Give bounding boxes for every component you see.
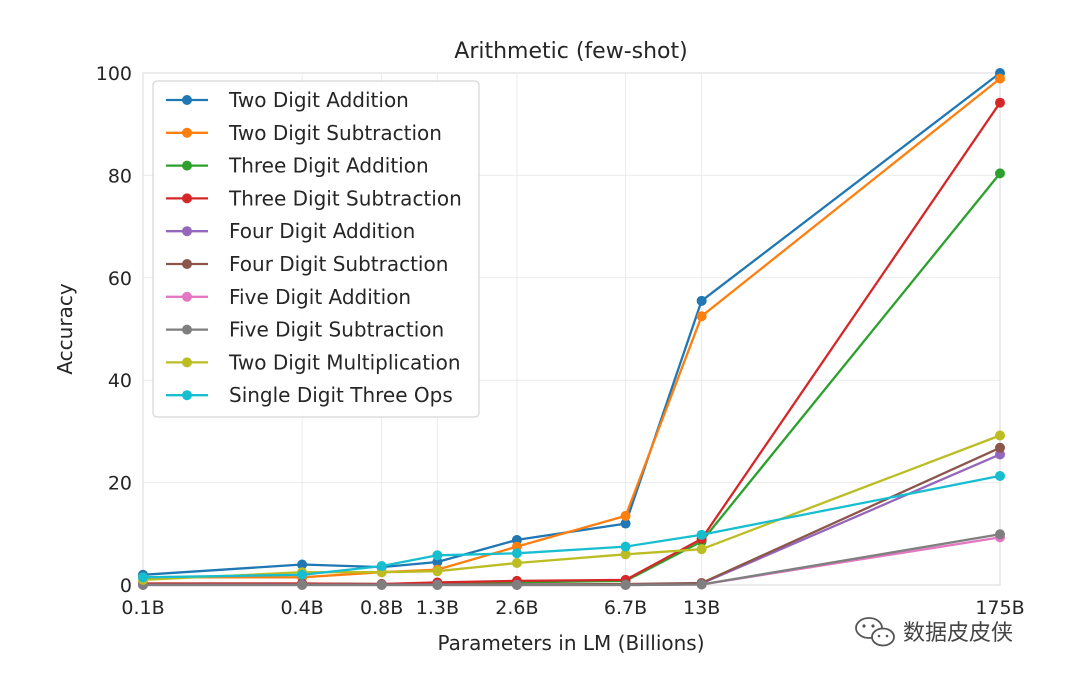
x-tick-label: 0.1B	[121, 597, 164, 619]
legend-label: Four Digit Addition	[229, 219, 415, 243]
series-line	[143, 533, 1001, 587]
x-tick-label: 6.7B	[604, 597, 647, 619]
legend-label: Five Digit Addition	[229, 285, 411, 309]
data-point	[696, 311, 707, 322]
legend-marker	[182, 390, 192, 401]
legend-marker	[182, 193, 192, 204]
legend-label: Two Digit Subtraction	[228, 121, 442, 145]
data-point	[432, 580, 443, 590]
legend-label: Three Digit Subtraction	[228, 186, 462, 210]
legend-label: Four Digit Subtraction	[229, 252, 448, 276]
data-point	[620, 518, 631, 529]
series-line	[142, 72, 1001, 576]
legend: Two Digit Addition Two Digit Subtraction T…	[152, 80, 480, 418]
data-point	[511, 557, 522, 568]
series-four-digit-addition	[138, 449, 1005, 590]
y-tick-label: 40	[108, 370, 132, 392]
legend-marker	[182, 95, 192, 105]
y-axis-title: Accuracy	[53, 283, 77, 374]
ticks: 0 20 40 60 80 100 0.1B 0.4B 0.8B 1.3B 2.6B 6.7B 13B 1…	[96, 63, 1025, 619]
wechat-bubble-icon	[855, 617, 895, 647]
data-point	[297, 559, 308, 570]
data-point	[696, 544, 707, 555]
legend-marker	[182, 324, 192, 335]
legend-marker	[182, 259, 192, 269]
data-point	[995, 97, 1005, 108]
legend-box	[152, 80, 480, 418]
series-layer	[138, 68, 1005, 590]
legend-entry-four-digit-subtraction: Four Digit Subtraction	[166, 252, 448, 276]
legend-marker	[182, 127, 192, 138]
data-point	[620, 510, 631, 521]
legend-entry-three-digit-subtraction: Three Digit Subtraction	[166, 186, 462, 210]
x-tick-label: 0.4B	[280, 597, 323, 619]
y-tick-label: 20	[108, 473, 132, 495]
data-point	[696, 529, 707, 540]
y-tick-label: 80	[108, 165, 132, 187]
data-point	[620, 541, 631, 552]
series-line	[143, 77, 1001, 579]
data-point	[696, 295, 707, 306]
data-point	[432, 566, 443, 577]
legend-label: Three Digit Addition	[228, 154, 429, 178]
legend-marker	[182, 357, 192, 368]
x-tick-label: 175B	[975, 597, 1024, 619]
data-point	[620, 549, 631, 560]
legend-entry-two-digit-subtraction: Two Digit Subtraction	[166, 121, 442, 145]
y-tick-label: 0	[120, 575, 132, 597]
data-point	[995, 73, 1005, 84]
chart-title: Arithmetic (few-shot)	[454, 39, 687, 64]
series-five-digit-subtraction	[138, 529, 1005, 590]
legend-entry-four-digit-addition: Four Digit Addition	[166, 219, 415, 243]
legend-items: Two Digit Addition Two Digit Subtraction T…	[166, 88, 462, 407]
x-tick-label: 1.3B	[416, 597, 459, 619]
y-tick-label: 100	[96, 63, 132, 85]
series-line	[143, 446, 1001, 586]
legend-entry-five-digit-addition: Five Digit Addition	[166, 285, 411, 309]
legend-entry-five-digit-subtraction: Five Digit Subtraction	[166, 318, 444, 342]
data-point	[511, 580, 522, 590]
series-line	[143, 453, 1001, 586]
x-tick-label: 2.6B	[495, 597, 538, 619]
legend-label: Single Digit Three Ops	[229, 383, 453, 407]
legend-entry-three-digit-addition: Three Digit Addition	[166, 154, 429, 178]
watermark: 数据皮皮侠	[855, 617, 1013, 647]
data-point	[297, 580, 308, 590]
data-point	[138, 572, 148, 583]
data-point	[511, 548, 522, 559]
x-tick-label: 13B	[683, 597, 720, 619]
legend-label: Two Digit Multiplication	[228, 350, 461, 374]
data-point	[376, 580, 387, 590]
watermark-text: 数据皮皮侠	[903, 621, 1013, 646]
data-point	[995, 470, 1005, 481]
legend-label: Five Digit Subtraction	[229, 318, 444, 342]
legend-marker	[182, 291, 192, 302]
data-point	[376, 561, 387, 572]
data-point	[995, 442, 1005, 453]
data-point	[620, 580, 631, 590]
legend-label: Two Digit Addition	[228, 88, 409, 112]
series-single-digit-three-ops	[138, 470, 1005, 583]
x-tick-label: 0.8B	[360, 597, 403, 619]
legend-marker	[182, 226, 192, 237]
y-tick-label: 60	[108, 268, 132, 290]
legend-entry-two-digit-multiplication: Two Digit Multiplication	[166, 350, 461, 374]
x-axis-title: Parameters in LM (Billions)	[437, 631, 704, 655]
legend-marker	[182, 160, 192, 171]
legend-entry-two-digit-addition: Two Digit Addition	[166, 88, 409, 112]
legend-entry-single-digit-three-ops: Single Digit Three Ops	[166, 383, 453, 407]
data-point	[432, 550, 443, 561]
series-line	[142, 474, 1001, 579]
data-point	[297, 569, 308, 580]
data-point	[995, 430, 1005, 441]
data-point	[995, 168, 1005, 179]
data-point	[696, 579, 707, 590]
data-point	[995, 529, 1005, 540]
